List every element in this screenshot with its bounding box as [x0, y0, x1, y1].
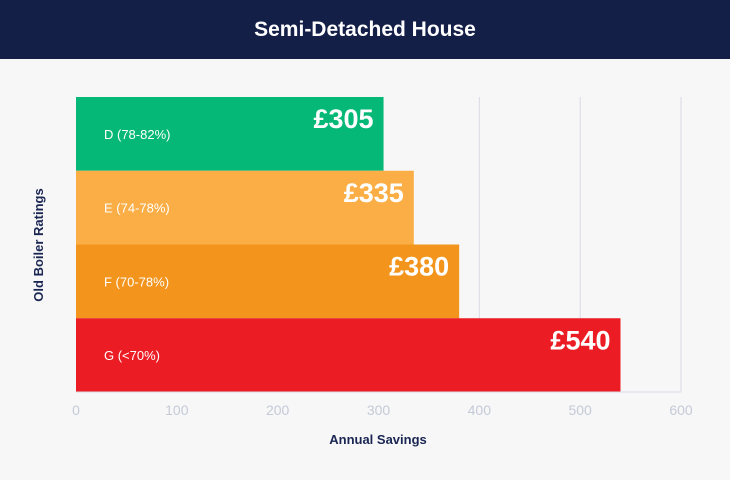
bars: D (78-82%) £305 E (74-78%) £335 F (70-78%) £3…	[76, 97, 621, 392]
x-tick-label: 400	[468, 402, 492, 418]
x-tick-label: 600	[669, 402, 693, 418]
chart-title: Semi-Detached House	[254, 17, 476, 41]
value-label: £380	[389, 252, 449, 282]
bar-3	[76, 244, 460, 319]
x-tick-labels: 0 100 200 300 400 500 600	[72, 402, 693, 418]
bar-2	[76, 170, 414, 245]
x-tick-label: 300	[367, 402, 391, 418]
bar-4	[76, 318, 621, 392]
value-label: £540	[550, 325, 610, 355]
x-tick-label: 0	[72, 402, 80, 418]
bar-1	[76, 97, 384, 171]
category-label: E (74-78%)	[104, 201, 170, 216]
x-tick-label: 100	[165, 402, 189, 418]
chart-header: Semi-Detached House	[0, 0, 730, 59]
y-axis-title: Old Boiler Ratings	[31, 188, 46, 301]
x-tick-label: 500	[568, 402, 592, 418]
value-label: £335	[344, 178, 404, 208]
category-label: D (78-82%)	[104, 127, 170, 142]
x-axis-title: Annual Savings	[329, 432, 427, 447]
value-label: £305	[313, 104, 373, 134]
category-label: G (<70%)	[104, 348, 160, 363]
x-tick-label: 200	[266, 402, 290, 418]
category-label: F (70-78%)	[104, 274, 169, 289]
